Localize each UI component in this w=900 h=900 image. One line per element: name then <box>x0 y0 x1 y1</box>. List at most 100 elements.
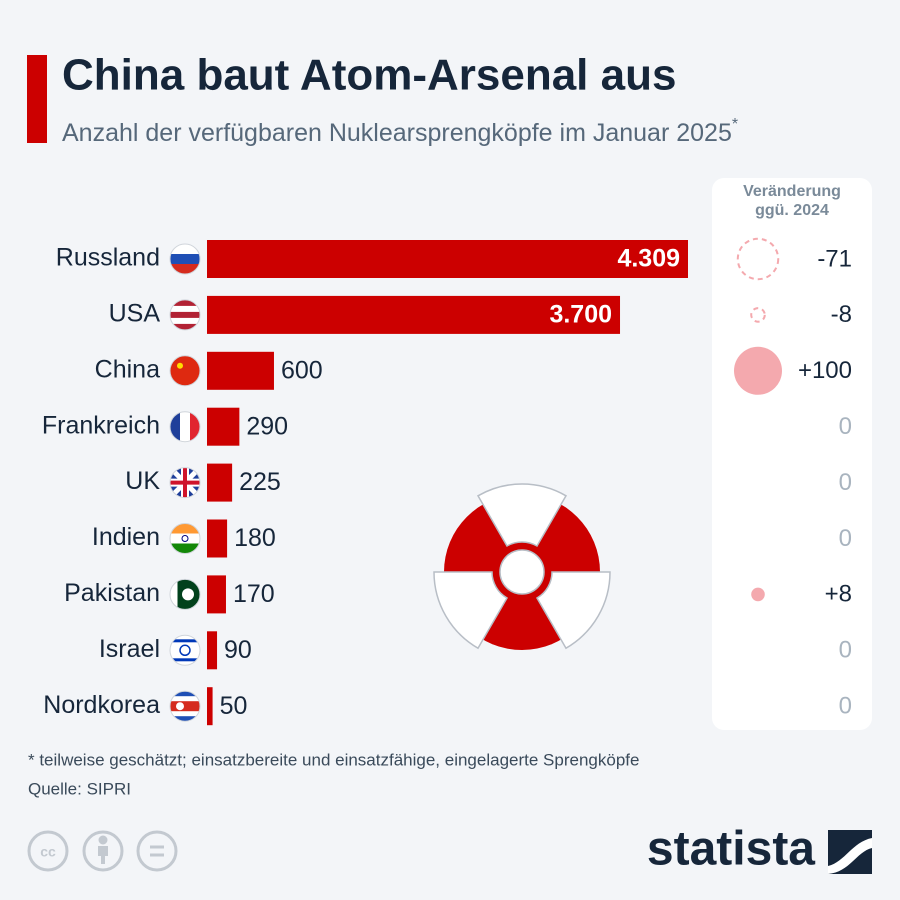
flag-stripe <box>170 711 200 717</box>
subtitle-text: Anzahl der verfügbaren Nuklearsprengköpf… <box>62 119 732 147</box>
value-label: 290 <box>246 412 288 440</box>
flag-border <box>169 467 201 499</box>
flag <box>170 244 200 274</box>
change-label: +100 <box>798 357 852 384</box>
radiation-symbol <box>433 483 611 650</box>
category-label: Pakistan <box>64 579 160 607</box>
flag-moon <box>182 588 194 601</box>
category-label: UK <box>125 467 160 495</box>
value-label: 225 <box>239 468 281 496</box>
flag-stripe <box>170 244 200 255</box>
change-label: -71 <box>817 245 852 272</box>
flag-star <box>177 362 183 369</box>
flag-stripe <box>170 305 200 313</box>
category-label: Israel <box>99 635 160 663</box>
flag-border <box>169 243 201 275</box>
flag <box>170 635 200 666</box>
svg-text:cc: cc <box>40 844 56 860</box>
flag-wheel <box>181 535 189 542</box>
flag-stripe <box>170 533 200 544</box>
value-label: 4.309 <box>617 245 680 273</box>
flag-disc <box>176 702 184 711</box>
change-label: 0 <box>839 469 852 496</box>
bar <box>207 463 233 502</box>
flag-border <box>169 578 201 610</box>
value-label: 90 <box>224 636 252 664</box>
flag-stripe <box>170 543 200 554</box>
change-bubble <box>750 307 766 323</box>
category-label: China <box>95 355 160 383</box>
flag-stripe <box>180 411 191 442</box>
change-label: -8 <box>831 301 852 328</box>
flag <box>170 467 200 498</box>
value-label: 50 <box>220 692 248 720</box>
flag-border <box>169 690 201 722</box>
flag-stripe <box>170 311 200 319</box>
change-label: 0 <box>839 693 852 720</box>
brand: statista <box>647 823 815 876</box>
flag-border <box>169 634 201 666</box>
category-label: Frankreich <box>42 411 160 439</box>
bar <box>207 295 621 334</box>
bar <box>207 351 274 390</box>
flag-border <box>169 355 201 387</box>
flag-stripe <box>170 696 200 702</box>
flag-stripe <box>170 701 200 707</box>
radiation-blade <box>535 571 611 650</box>
flag-stripe <box>170 299 200 307</box>
flag-stripe <box>190 411 200 442</box>
radiation-blade <box>433 571 509 650</box>
chart-subtitle: Anzahl der verfügbaren Nuklearsprengköpf… <box>62 116 738 146</box>
flag-stripe <box>170 411 181 442</box>
flag-stripe <box>170 355 200 386</box>
flag <box>170 355 200 386</box>
value-label: 600 <box>281 356 323 384</box>
category-label: Nordkorea <box>43 691 160 719</box>
flag <box>170 523 200 554</box>
flag-stripe <box>170 658 200 662</box>
flag-stripe <box>170 323 200 330</box>
chart-title: China baut Atom-Arsenal aus <box>62 51 676 100</box>
value-label: 170 <box>233 580 275 608</box>
flag-stripe <box>170 716 200 722</box>
title-accent <box>27 55 47 143</box>
flag-stripe <box>170 579 178 610</box>
bar <box>207 631 218 670</box>
subtitle-marker: * <box>732 116 738 133</box>
change-label: 0 <box>839 637 852 664</box>
change-bubble <box>751 587 765 602</box>
flag-stripe <box>177 579 186 610</box>
radiation-blade <box>476 483 568 548</box>
change-title: Veränderung ggü. 2024 <box>743 183 841 219</box>
value-label: 180 <box>234 524 276 552</box>
category-label: Russland <box>56 244 160 272</box>
brand-icon <box>828 830 872 874</box>
change-label: 0 <box>839 413 852 440</box>
source: Quelle: SIPRI <box>28 779 131 798</box>
footnote: * teilweise geschätzt; einsatzbereite un… <box>28 750 639 769</box>
change-bubble <box>734 346 782 395</box>
flag-stripe <box>170 264 200 274</box>
flag-stripe <box>170 706 200 712</box>
category-label: USA <box>109 300 161 328</box>
value-label: 3.700 <box>549 301 612 329</box>
category-label: Indien <box>92 523 160 551</box>
flag-stripe <box>170 317 200 325</box>
flag-stripe <box>170 691 200 697</box>
flag-stripe <box>170 523 200 534</box>
change-label: +8 <box>825 581 852 608</box>
flag-stripe <box>170 639 200 643</box>
flag-border <box>169 523 201 554</box>
flag <box>170 691 200 722</box>
flag <box>170 579 200 610</box>
change-title-box: Veränderung ggü. 2024 <box>743 183 841 219</box>
change-label: 0 <box>839 525 852 552</box>
flag-stripe <box>192 579 200 610</box>
flag-border <box>169 411 201 443</box>
bar <box>207 687 213 726</box>
flag-star <box>179 644 191 657</box>
change-bubble <box>736 237 780 281</box>
flag-border <box>169 299 201 331</box>
bar <box>207 575 226 614</box>
